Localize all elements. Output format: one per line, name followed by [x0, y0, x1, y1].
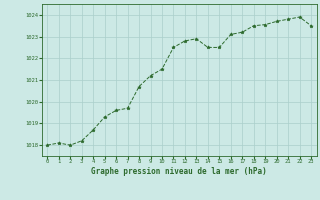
X-axis label: Graphe pression niveau de la mer (hPa): Graphe pression niveau de la mer (hPa) — [91, 167, 267, 176]
